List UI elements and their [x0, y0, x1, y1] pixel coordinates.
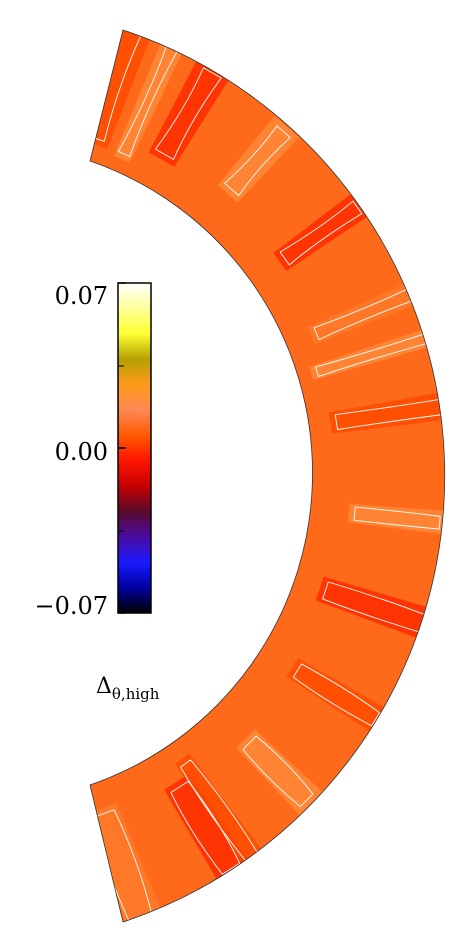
radial-band-6 [347, 503, 445, 535]
radial-band-1 [148, 58, 231, 167]
radial-band-12 [113, 30, 188, 164]
contour-line-10 [170, 780, 241, 875]
shell-outline [89, 29, 446, 923]
radial-band-5 [328, 390, 445, 434]
contour-line-8 [292, 663, 381, 727]
radial-band-4 [307, 280, 422, 345]
radial-band-9 [236, 729, 323, 816]
radial-band-2 [217, 116, 299, 203]
colorbar-title-symbol: Δ [96, 674, 112, 699]
colorbar-max-label: 0.07 [55, 282, 108, 310]
colorbar-min-label: −0.07 [34, 592, 108, 620]
radial-band-11 [90, 802, 165, 922]
contour-line-5 [334, 398, 445, 431]
radial-band-10 [164, 773, 251, 884]
radial-bands [90, 30, 445, 922]
radial-band-13 [175, 753, 271, 875]
contour-line-1 [154, 67, 222, 161]
contour-line-9 [242, 735, 314, 808]
contour-line-6 [353, 506, 441, 530]
radial-band-8 [286, 658, 389, 734]
contour-line-3 [279, 200, 363, 266]
colorbar: 0.07 0.00 −0.07 Δθ,high [34, 282, 159, 703]
radial-band-7 [315, 576, 437, 642]
colorbar-mid-label: 0.00 [55, 438, 108, 466]
colorbar-title-subscript: θ,high [112, 685, 160, 703]
colorbar-title: Δθ,high [96, 674, 160, 703]
contour-line-2 [224, 125, 291, 197]
radial-band-3 [273, 191, 370, 271]
